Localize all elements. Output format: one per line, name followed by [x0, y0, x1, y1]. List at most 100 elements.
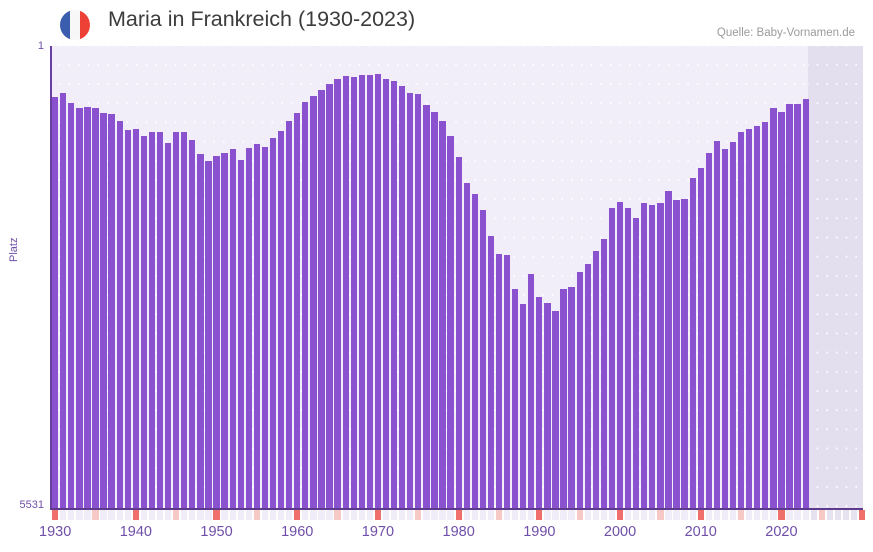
bar-2019[interactable] [770, 108, 777, 508]
bar-1935[interactable] [92, 107, 99, 508]
bar-1984[interactable] [487, 236, 495, 508]
bar-1965[interactable] [334, 78, 341, 508]
bar-1952[interactable] [229, 148, 236, 508]
bar-2010[interactable] [697, 167, 704, 508]
bar-1998[interactable] [600, 238, 608, 508]
bar-1956[interactable] [261, 147, 269, 508]
bar-1976[interactable] [423, 104, 430, 508]
bar-1930[interactable] [52, 96, 59, 508]
bar-1987[interactable] [511, 289, 519, 508]
bar-1941[interactable] [140, 136, 148, 508]
bar-1986[interactable] [503, 254, 511, 508]
bar-1936[interactable] [100, 112, 107, 508]
bar-1989[interactable] [528, 274, 535, 508]
bar-1966[interactable] [342, 76, 349, 508]
bar-1937[interactable] [108, 114, 115, 508]
bar-1992[interactable] [552, 311, 559, 508]
bar-1948[interactable] [197, 154, 204, 508]
bar-1950[interactable] [213, 156, 220, 508]
bar-1983[interactable] [479, 209, 486, 508]
bar-2008[interactable] [681, 198, 688, 508]
bar-1931[interactable] [60, 93, 67, 508]
x-tick-cell [503, 510, 511, 520]
x-tick-label-1960: 1960 [281, 524, 314, 540]
bar-1999[interactable] [608, 208, 616, 508]
bar-2006[interactable] [665, 191, 672, 508]
bar-2001[interactable] [624, 208, 632, 508]
bar-2000[interactable] [616, 202, 624, 508]
bar-1996[interactable] [584, 264, 591, 508]
bar-1938[interactable] [116, 121, 123, 508]
bar-2012[interactable] [713, 141, 721, 508]
bar-2011[interactable] [705, 153, 712, 508]
bar-2023[interactable] [802, 99, 809, 508]
bar-1940[interactable] [132, 129, 139, 508]
bar-1981[interactable] [463, 182, 470, 508]
bar-1972[interactable] [390, 81, 398, 508]
bar-1985[interactable] [495, 253, 503, 508]
bar-1944[interactable] [164, 142, 172, 508]
bar-1975[interactable] [415, 94, 422, 508]
bar-1949[interactable] [205, 160, 212, 508]
bar-1946[interactable] [181, 132, 188, 508]
bar-1995[interactable] [576, 271, 583, 508]
bar-1957[interactable] [269, 138, 277, 508]
bar-1968[interactable] [358, 75, 365, 508]
bar-2004[interactable] [649, 204, 656, 508]
bar-1982[interactable] [471, 194, 478, 508]
bar-2016[interactable] [746, 129, 753, 508]
x-tick-cell [842, 510, 850, 520]
bar-1964[interactable] [326, 83, 333, 508]
bar-1961[interactable] [302, 101, 309, 508]
bar-1932[interactable] [68, 103, 75, 508]
bar-2014[interactable] [729, 142, 737, 508]
bar-1971[interactable] [382, 78, 390, 508]
bar-2021[interactable] [786, 104, 793, 508]
bar-1994[interactable] [568, 287, 575, 508]
bar-1980[interactable] [455, 157, 462, 508]
bar-1970[interactable] [374, 73, 382, 508]
bar-1954[interactable] [245, 147, 252, 508]
x-tick-cell [140, 510, 148, 520]
bar-1958[interactable] [277, 131, 285, 508]
bar-1963[interactable] [318, 90, 325, 508]
bar-1978[interactable] [439, 120, 446, 508]
x-tick-cell [584, 510, 591, 520]
bar-2002[interactable] [633, 218, 640, 508]
bar-1973[interactable] [399, 85, 406, 508]
bar-1990[interactable] [536, 297, 543, 508]
bar-1943[interactable] [156, 132, 164, 508]
bar-1997[interactable] [592, 251, 599, 508]
bar-1955[interactable] [253, 144, 261, 508]
bar-1988[interactable] [520, 304, 527, 508]
x-axis-line [50, 508, 863, 510]
bar-1933[interactable] [76, 108, 83, 508]
bar-1934[interactable] [84, 106, 91, 508]
bar-2013[interactable] [721, 149, 729, 508]
bar-2005[interactable] [657, 202, 664, 508]
bar-1942[interactable] [148, 131, 156, 508]
bar-1939[interactable] [124, 130, 131, 508]
bar-1947[interactable] [189, 139, 196, 508]
bar-2022[interactable] [794, 103, 801, 508]
bar-1951[interactable] [221, 152, 228, 508]
bar-1962[interactable] [310, 96, 317, 508]
bar-1979[interactable] [447, 135, 454, 508]
bar-1959[interactable] [286, 121, 293, 508]
bar-1977[interactable] [431, 111, 438, 508]
bar-2020[interactable] [778, 111, 785, 508]
bar-1945[interactable] [173, 132, 180, 508]
bar-2015[interactable] [737, 132, 745, 508]
bar-2018[interactable] [762, 121, 769, 508]
bar-1969[interactable] [366, 74, 374, 508]
bar-1974[interactable] [407, 92, 414, 508]
bar-1991[interactable] [544, 303, 551, 508]
bar-2009[interactable] [689, 178, 696, 508]
bar-2007[interactable] [673, 199, 680, 508]
bar-1993[interactable] [560, 289, 567, 508]
bar-1967[interactable] [350, 77, 357, 508]
bar-1960[interactable] [294, 112, 301, 508]
bar-2003[interactable] [641, 203, 648, 508]
bar-1953[interactable] [237, 159, 244, 508]
bar-2017[interactable] [754, 126, 761, 508]
